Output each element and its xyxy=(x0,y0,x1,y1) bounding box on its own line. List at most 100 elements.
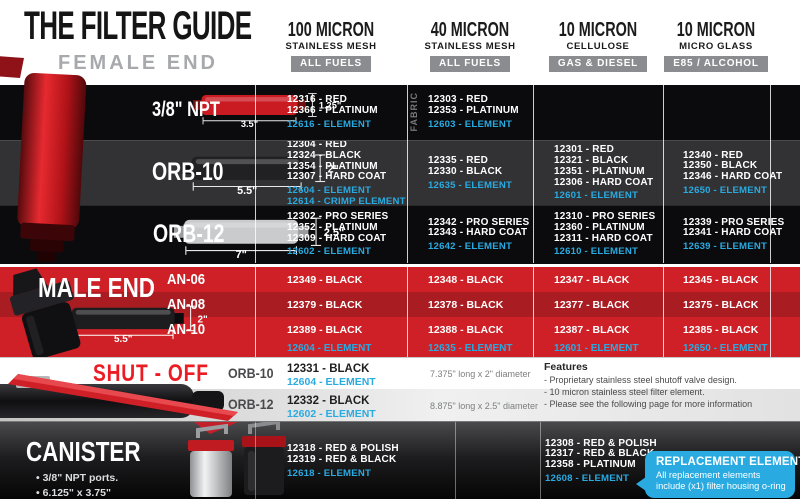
part-number: 12324 - BLACK xyxy=(287,149,362,161)
column-divider xyxy=(663,267,664,357)
column-divider xyxy=(533,85,534,263)
dim-length: 7" xyxy=(235,249,246,259)
part-number: 12332 - BLACK xyxy=(287,395,370,407)
canister-heading: CANISTER xyxy=(26,436,141,467)
feature-bullet: - Please see the following page for more… xyxy=(544,399,753,409)
part-number: 12339 - PRO SERIES xyxy=(683,216,785,228)
replacement-box-title: REPLACEMENT ELEMENTS xyxy=(656,456,800,468)
part-number: 12302 - PRO SERIES xyxy=(287,211,389,223)
part-number: 12388 - BLACK xyxy=(428,324,504,336)
column-divider xyxy=(770,85,771,263)
row-orb-12: ORB-12 2.5" 7" 12302 - PRO SERIES 12352 - … xyxy=(0,205,800,264)
element-number: 12601 - ELEMENT xyxy=(554,190,639,202)
part-number: 12342 - PRO SERIES xyxy=(428,216,530,228)
fuel-badge: E85 / ALCOHOL xyxy=(664,56,768,72)
shutoff-row-label-orb12: ORB-12 xyxy=(228,397,274,412)
parts-cell: 12310 - PRO SERIES 12360 - PLATINUM 12311 … xyxy=(554,206,655,264)
part-number: 12331 - BLACK xyxy=(287,363,370,375)
element-number: 12610 - ELEMENT xyxy=(554,246,639,258)
element-number: 12604 - ELEMENT xyxy=(287,376,376,388)
parts-cell: 12335 - RED 12330 - BLACK 12635 - ELEMENT xyxy=(428,141,512,206)
part-number: 12349 - BLACK xyxy=(287,274,363,286)
element-number: 12601 - ELEMENT xyxy=(554,343,639,354)
part-number: 12311 - HARD COAT xyxy=(554,232,653,244)
section-canister: CANISTER • 3/8" NPT ports. • 6.125" x 3.… xyxy=(0,420,800,499)
column-divider xyxy=(770,267,771,357)
row-orb-10: ORB-10 2" 5.5" 12304 - RED 12324 - BLACK 12… xyxy=(0,140,800,206)
part-number: 12318 - RED & POLISH xyxy=(287,443,399,454)
row-3-8-npt: 3/8" NPT FABRIC 1.25" 3.5" 12316 - RED 123… xyxy=(0,85,800,140)
element-number: 12642 - ELEMENT xyxy=(428,241,513,253)
part-number: 12303 - RED xyxy=(428,94,489,105)
section-male-end: MALE END AN-06 AN-08 AN-10 2" 5.5" 12349 … xyxy=(0,267,800,357)
column-divider xyxy=(407,85,408,263)
dim-height: 2.5" xyxy=(324,227,345,239)
parts-cell: 12318 - RED & POLISH 12319 - RED & BLACK 1… xyxy=(287,422,399,499)
part-number: 12340 - RED xyxy=(683,149,744,161)
page-title: THE FILTER GUIDE xyxy=(24,4,252,48)
part-number: 12353 - PLATINUM xyxy=(428,104,519,116)
column-header-40-micron: 40 MICRON STAINLESS MESH ALL FUELS xyxy=(395,20,545,72)
column-media: CELLULOSE xyxy=(566,41,630,52)
part-number: 12366 - PLATINUM xyxy=(287,104,378,116)
element-number: 12639 - ELEMENT xyxy=(683,241,768,253)
shutoff-valve-photo xyxy=(0,374,238,421)
part-number: 12317 - RED & BLACK xyxy=(545,448,655,460)
red-filter-photo xyxy=(0,56,87,263)
parts-cell: 12304 - RED 12324 - BLACK 12354 - PLATINUM… xyxy=(287,141,406,206)
parts-cell: 12340 - RED 12350 - BLACK 12346 - HARD COA… xyxy=(683,141,782,206)
element-number: 12635 - ELEMENT xyxy=(428,179,513,191)
element-number: 12650 - ELEMENT xyxy=(683,184,768,196)
part-number: 12387 - BLACK xyxy=(554,324,630,336)
dim-length: 5.5" xyxy=(114,334,133,343)
part-number: 12351 - PLATINUM xyxy=(554,165,645,177)
parts-cell: 12308 - RED & POLISH 12317 - RED & BLACK 1… xyxy=(545,422,657,499)
replacement-elements-box: REPLACEMENT ELEMENTS All replacement ele… xyxy=(636,451,800,498)
column-divider xyxy=(663,85,664,263)
parts-cell: 12342 - PRO SERIES 12343 - HARD COAT 12642… xyxy=(428,206,529,264)
part-number: 12307 - HARD COAT xyxy=(287,171,387,183)
column-header-100-micron: 100 MICRON STAINLESS MESH ALL FUELS xyxy=(256,20,406,72)
row-label-an06: AN-06 xyxy=(167,271,206,288)
part-number: 12375 - BLACK xyxy=(683,299,759,311)
column-divider xyxy=(540,422,541,499)
part-number: 12358 - PLATINUM xyxy=(545,459,636,471)
parts-cell: 12339 - PRO SERIES 12341 - HARD COAT 12639… xyxy=(683,206,784,264)
size-note: 7.375" long x 2" diameter xyxy=(430,369,531,379)
part-number: 12343 - HARD COAT xyxy=(428,227,528,239)
column-divider xyxy=(255,267,256,357)
row-label: ORB-10 xyxy=(152,158,224,186)
section-shut-off: SHUT - OFF ORB-10 ORB-12 12331 - BLACK 1… xyxy=(0,357,800,421)
feature-bullet: - Proprietary stainless steel shutoff va… xyxy=(544,375,737,385)
part-number: 12360 - PLATINUM xyxy=(554,221,645,233)
column-micron: 10 MICRON xyxy=(558,19,638,41)
column-micron: 10 MICRON xyxy=(676,19,756,41)
part-number: 12379 - BLACK xyxy=(287,299,363,311)
orb12-filter-image: 2.5" 7" xyxy=(173,217,345,259)
canister-bullet: • 6.125" x 3.75" xyxy=(36,487,111,499)
shutoff-row-label-orb10: ORB-10 xyxy=(228,366,274,381)
dim-length: 5.5" xyxy=(237,185,257,195)
fabric-note: FABRIC xyxy=(409,92,419,132)
dim-height: 2" xyxy=(198,314,209,325)
part-number: 12304 - RED xyxy=(287,140,348,150)
part-number: 12310 - PRO SERIES xyxy=(554,211,656,223)
column-divider xyxy=(255,85,256,263)
element-number: 12616 - ELEMENT xyxy=(287,118,372,130)
canister-bullet: • 3/8" NPT ports. xyxy=(36,472,119,484)
column-divider xyxy=(255,422,256,499)
parts-cell: 12316 - RED 12366 - PLATINUM 12616 - ELEME… xyxy=(287,85,378,140)
size-note: 8.875" long x 2.5" diameter xyxy=(430,401,538,411)
element-number: 12602 - ELEMENT xyxy=(287,408,376,420)
column-divider xyxy=(533,267,534,357)
column-media: STAINLESS MESH xyxy=(285,41,377,52)
part-number: 12309 - HARD COAT xyxy=(287,232,387,244)
part-number: 12319 - RED & BLACK xyxy=(287,453,397,465)
column-media: STAINLESS MESH xyxy=(424,41,516,52)
element-number: 12604 - ELEMENT xyxy=(287,185,372,197)
male-fitting-photo xyxy=(9,268,81,357)
parts-cell: 12302 - PRO SERIES 12352 - PLATINUM 12309 … xyxy=(287,206,388,264)
row-label-an08: AN-08 xyxy=(167,296,206,313)
element-number: 12635 - ELEMENT xyxy=(428,343,513,354)
